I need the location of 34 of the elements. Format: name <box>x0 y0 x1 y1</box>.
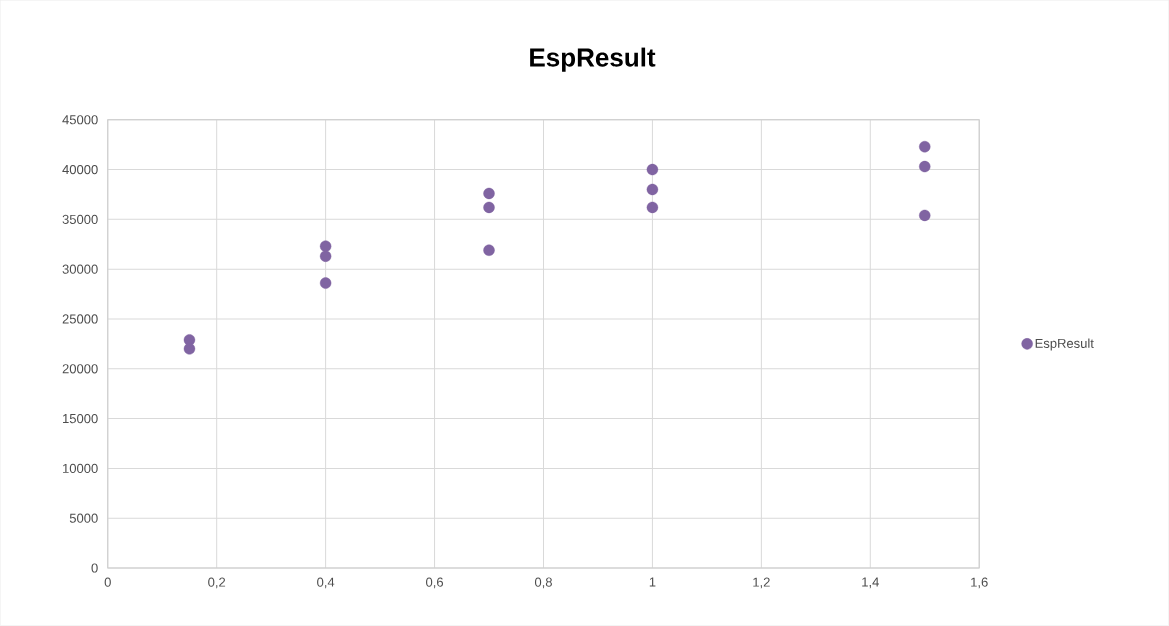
x-tick-label: 1,6 <box>971 577 988 589</box>
y-tick-label: 30000 <box>62 264 98 274</box>
point <box>646 183 659 196</box>
y-tick-label: 35000 <box>62 214 98 225</box>
x-tick-label: 0,4 <box>317 577 335 589</box>
y-tick-label: 10000 <box>63 463 98 474</box>
y-tick-label: 20000 <box>62 364 98 374</box>
point <box>483 244 495 257</box>
point <box>483 187 495 200</box>
x-tick-label: 1 <box>649 577 656 587</box>
point <box>919 161 931 173</box>
x-tick-label: 0 <box>104 577 111 587</box>
point <box>319 277 332 289</box>
y-tick-label: 0 <box>91 563 98 573</box>
point <box>319 240 332 253</box>
chart-title: EspResult <box>530 47 656 72</box>
legend-label: EspResult <box>1035 338 1094 351</box>
y-tick-label: 15000 <box>63 414 98 424</box>
point <box>646 164 659 176</box>
y-tick-label: 5000 <box>69 513 98 523</box>
x-tick-label: 0,8 <box>534 577 552 589</box>
point <box>919 209 931 222</box>
x-tick-label: 0,6 <box>426 577 444 589</box>
y-tick-label: 45000 <box>62 115 98 125</box>
y-tick-label: 25000 <box>62 314 98 324</box>
x-tick-label: 1,4 <box>862 577 879 589</box>
point <box>183 343 196 355</box>
point <box>919 141 931 153</box>
point <box>319 250 332 263</box>
x-tick-label: 0,2 <box>208 577 226 589</box>
point <box>646 201 659 214</box>
x-tick-label: 1,2 <box>753 577 770 589</box>
y-tick-label: 40000 <box>62 165 98 175</box>
point <box>483 201 495 214</box>
